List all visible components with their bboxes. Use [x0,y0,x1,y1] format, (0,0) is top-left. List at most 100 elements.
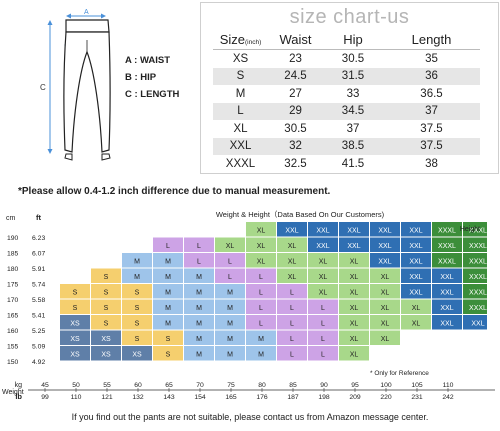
length-cell: 37 [383,102,480,120]
grid-cell-xl [277,268,307,283]
grid-cell-xs [91,330,121,345]
size-cell: XXXL [225,157,256,170]
grid-cell-label: XXL [409,243,422,250]
grid-cell-label: XL [350,351,359,358]
grid-cell-label: M [165,258,171,265]
height-ft-label: 5.41 [32,313,45,320]
hip-cell: 38.5 [323,137,383,155]
height-cm-label: 185 [7,251,19,258]
size-row: L 29 34.5 37 [213,102,480,120]
grid-cell-label: M [196,289,202,296]
grid-cell-label: L [197,243,201,250]
height-ft-label: 5.58 [32,297,45,304]
grid-cell-label: XL [319,258,328,265]
grid-cell-m [184,299,214,314]
grid-cell-label: S [135,336,140,343]
grid-cell-xxl [401,268,431,283]
grid-cell-xxl [308,222,338,237]
grid-cell-xxxl [463,237,487,252]
grid-cell-label: XXL [409,274,422,281]
grid-cell-xl [246,237,276,252]
grid-cell-label: XS [101,336,111,343]
waist-cell: 29 [268,102,323,120]
grid-cell-label: XXXL [438,243,456,250]
grid-cell-label: XXXL [469,243,487,250]
grid-cell-label: L [290,320,294,327]
height-ft-label: 6.23 [32,235,45,242]
hip-cell: 41.5 [341,157,365,170]
grid-cell-l [308,330,338,345]
grid-cell-xxl [432,299,462,314]
waist-cell: 30.5 [284,122,307,135]
grid-cell-xxl [401,284,431,299]
grid-cell-xl [339,284,369,299]
weight-lb-label: 154 [194,394,206,401]
length-cell: 36.5 [420,87,443,100]
size-row: M 27 33 36.5 [213,85,480,103]
grid-cell-xxxl [463,253,487,268]
grid-cell-label: XXL [285,227,298,234]
weight-lb-label: 187 [287,394,299,401]
grid-cell-label: M [196,274,202,281]
weight-kg-label: 85 [289,382,297,389]
grid-cell-m [184,284,214,299]
height-cm-label: 190 [7,235,19,242]
grid-cell-m [122,253,152,268]
weight-lb-label: 132 [132,394,144,401]
grid-cell-xl [339,268,369,283]
grid-cell-label: XXL [471,320,484,327]
measurement-note: *Please allow 0.4-1.2 inch difference du… [18,186,331,197]
grid-cell-xl [339,315,369,330]
size-chart-title: size chart-us [289,6,410,28]
grid-cell-label: M [258,351,264,358]
grid-cell-l [308,346,338,361]
grid-cell-xxxl [432,253,462,268]
grid-cell-xl [370,315,400,330]
grid-cell-label: S [166,351,171,358]
grid-cell-xxxl [432,222,462,237]
grid-cell-label: XL [350,336,359,343]
grid-cell-xl [401,315,431,330]
grid-cell-label: M [227,305,233,312]
grid-cell-label: XXXL [438,227,456,234]
grid-cell-xxxl [463,299,487,314]
grid-cell-xxl [370,253,400,268]
grid-cell-m [153,299,183,314]
hip-cell: 37 [346,122,360,135]
grid-cell-l [277,315,307,330]
grid-cell-label: M [165,320,171,327]
waist-cell: 32.5 [284,157,307,170]
grid-cell-label: M [165,305,171,312]
grid-cell-label: XXXL [469,227,487,234]
grid-cell-label: S [73,305,78,312]
grid-cell-label: L [259,289,263,296]
grid-cell-label: XXL [409,289,422,296]
kg-unit: kg [15,382,23,389]
grid-cell-label: M [196,320,202,327]
grid-cell-label: L [259,274,263,281]
grid-cell-label: XL [257,243,266,250]
grid-cell-s [122,315,152,330]
weight-kg-label: 70 [196,382,204,389]
height-cm-label: 175 [7,282,19,289]
grid-cell-m [215,330,245,345]
height-axis-label: Height [460,226,480,233]
grid-cell-label: M [165,274,171,281]
grid-cell-xl [401,299,431,314]
size-chart-table: Size(inch) Waist Hip Length XS 23 30.5 35 S 2… [213,30,480,173]
grid-cell-label: L [290,305,294,312]
lb-unit: lb [15,392,22,401]
grid-cell-xl [308,253,338,268]
grid-cell-label: M [196,305,202,312]
grid-cell-label: XL [288,258,297,265]
size-cell: XXL [213,137,268,155]
grid-cell-xl [370,284,400,299]
weight-kg-label: 100 [380,382,392,389]
footer-note: If you find out the pants are not suitab… [71,412,429,422]
grid-cell-xl [246,253,276,268]
hip-cell: 30.5 [341,52,365,65]
grid-cell-label: XXL [347,243,360,250]
grid-cell-label: XXL [316,243,329,250]
leggings-illustration: A B C [40,9,111,161]
grid-cell-label: XL [257,258,266,265]
